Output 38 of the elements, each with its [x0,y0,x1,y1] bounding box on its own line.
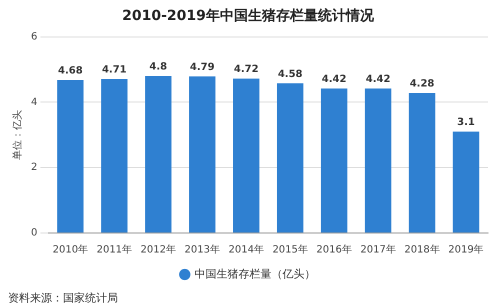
y-tick-label: 4 [30,96,38,108]
x-tick-label: 2010年 [52,244,88,256]
x-tick-label: 2019年 [448,244,484,256]
bar [276,83,304,232]
x-tick-label: 2017年 [360,244,396,256]
x-tick-label: 2016年 [316,244,352,256]
bar [364,88,392,232]
data-label: 4.42 [366,74,390,86]
y-tick-label: 6 [30,31,38,42]
data-label: 4.71 [102,64,127,76]
y-axis-title: 单位：亿头 [12,110,24,160]
data-label: 4.72 [234,64,259,76]
x-tick-label: 2013年 [184,244,220,256]
bar [145,76,172,232]
data-label: 4.79 [190,62,215,73]
x-tick-label: 2014年 [228,244,264,256]
bar [452,132,480,232]
data-label: 4.8 [149,62,168,73]
data-label: 4.28 [410,78,434,90]
data-label: 4.68 [58,66,83,77]
data-label: 3.1 [457,117,475,128]
bar [57,80,84,232]
bar [408,93,436,232]
text: 资料来源：国家统计局 [8,291,118,304]
bar [189,76,216,232]
data-label: 4.42 [322,74,346,86]
x-tick-label: 2015年 [272,244,308,256]
chart-title: 2010-2019年中国生猪存栏量统计情况 [122,7,375,24]
x-tick-label: 2012年 [140,244,176,256]
bar [320,88,348,232]
y-tick-label: 2 [30,162,38,174]
bar [101,78,128,232]
legend-label: 中国生猪存栏量（亿头） [194,267,316,280]
data-label: 4.58 [278,68,303,80]
bar [233,78,260,232]
y-tick-label: 0 [30,228,38,239]
x-tick-label: 2018年 [404,244,440,256]
x-tick-label: 2011年 [96,244,132,256]
